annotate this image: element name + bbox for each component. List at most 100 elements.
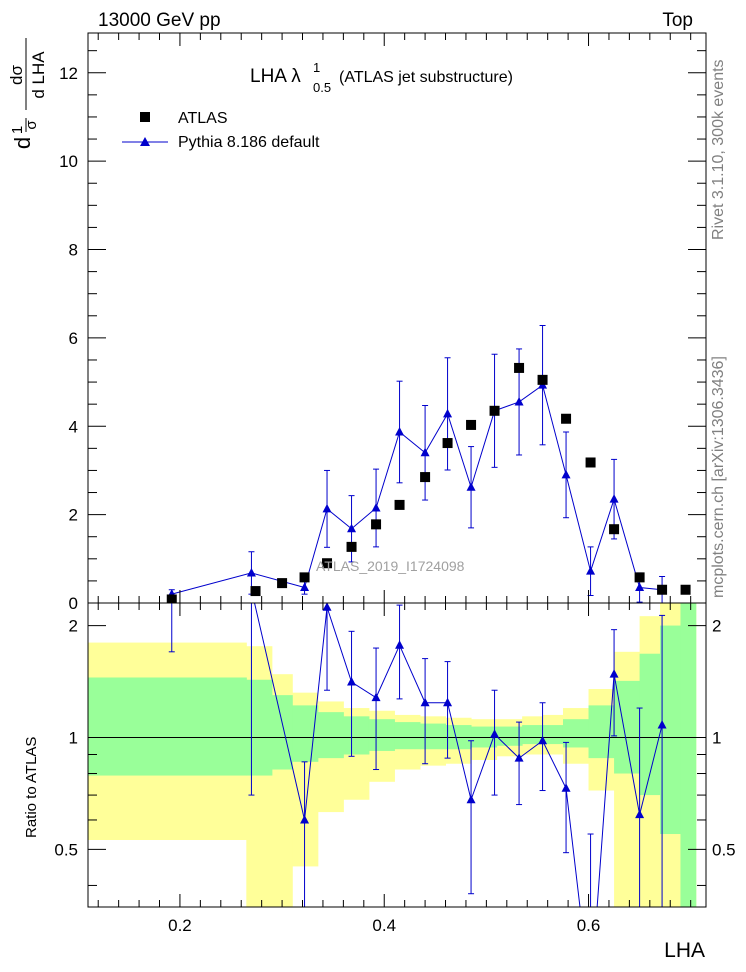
atlas-point bbox=[371, 519, 382, 530]
pythia-point bbox=[443, 408, 453, 418]
atlas-point bbox=[250, 586, 261, 597]
pythia-ratio-point bbox=[347, 677, 357, 686]
ratio-y-tick-label-left: 0.5 bbox=[54, 840, 78, 859]
pythia-ratio-point bbox=[657, 720, 667, 729]
x-tick-label: 0.2 bbox=[168, 916, 192, 935]
ratio-plot-panel: 0.2 0.4 0.6 0.5 0.5 1 1 2 2 Ratio to ATLAS bbox=[23, 602, 736, 935]
plot-title-suffix: (ATLAS jet substructure) bbox=[339, 69, 513, 86]
atlas-point bbox=[634, 572, 645, 583]
pythia-ratio-point bbox=[490, 729, 500, 738]
pythia-ratio-point bbox=[561, 783, 571, 792]
atlas-point bbox=[346, 541, 357, 552]
legend-pythia-marker bbox=[140, 137, 150, 146]
ratio-y-tick-label-right: 2 bbox=[712, 617, 721, 636]
pythia-point bbox=[561, 469, 571, 479]
uncertainty-band-1sigma bbox=[394, 722, 421, 750]
ratio-y-tick-label-left: 1 bbox=[69, 728, 78, 747]
y-tick-label: 2 bbox=[69, 506, 78, 525]
atlas-point bbox=[609, 524, 620, 535]
pythia-ratio-line bbox=[254, 603, 663, 907]
atlas-point bbox=[466, 419, 477, 430]
main-y-axis-label: 1 σ d dσ d LHA bbox=[7, 38, 48, 149]
atlas-point bbox=[537, 374, 548, 385]
atlas-point bbox=[514, 362, 525, 373]
y-tick-label: 12 bbox=[59, 64, 78, 83]
legend-pythia-label: Pythia 8.186 default bbox=[178, 134, 320, 151]
plot-title: LHA λ bbox=[250, 66, 301, 87]
uncertainty-band-1sigma bbox=[368, 719, 395, 751]
atlas-point bbox=[561, 413, 572, 424]
atlas-point bbox=[277, 578, 288, 589]
uncertainty-band-1sigma bbox=[343, 716, 370, 755]
pythia-ratio-point bbox=[635, 809, 645, 819]
pythia-ratio-point bbox=[443, 697, 453, 707]
pythia-line bbox=[171, 384, 663, 595]
pythia-ratio-point bbox=[322, 603, 332, 611]
pythia-ratio-point bbox=[466, 794, 476, 804]
atlas-point bbox=[442, 438, 453, 449]
x-axis-label: LHA bbox=[664, 939, 705, 962]
uncertainty-band-1sigma bbox=[88, 677, 247, 776]
pythia-ratio-point bbox=[420, 697, 430, 707]
atlas-point bbox=[394, 499, 405, 510]
atlas-point bbox=[420, 472, 431, 483]
process-label: Top bbox=[662, 10, 693, 31]
mcplots-label: mcplots.cern.ch [arXiv:1306.3436] bbox=[710, 356, 727, 598]
ratio-y-tick-label-right: 1 bbox=[712, 728, 721, 747]
atlas-point bbox=[322, 558, 333, 569]
pythia-point bbox=[300, 582, 310, 592]
pythia-point bbox=[246, 567, 256, 577]
legend-atlas-marker bbox=[140, 112, 150, 122]
uncertainty-band-1sigma bbox=[271, 695, 293, 770]
y-tick-label: 4 bbox=[69, 417, 78, 436]
pythia-point bbox=[322, 503, 332, 513]
x-tick-label: 0.6 bbox=[577, 916, 601, 935]
ratio-y-tick-label-left: 2 bbox=[69, 617, 78, 636]
atlas-point bbox=[489, 405, 500, 416]
pythia-point bbox=[514, 396, 524, 406]
pythia-ratio-point bbox=[538, 735, 548, 745]
ratio-y-axis-label: Ratio to ATLAS bbox=[23, 737, 40, 838]
uncertainty-band-1sigma bbox=[542, 725, 564, 745]
svg-text:dσ: dσ bbox=[7, 65, 26, 85]
pythia-point bbox=[395, 427, 405, 436]
pythia-ratio-point bbox=[514, 753, 524, 762]
pythia-ratio-point bbox=[609, 669, 619, 678]
svg-text:1: 1 bbox=[9, 126, 26, 134]
pythia-point bbox=[420, 447, 430, 457]
pythia-point bbox=[466, 482, 476, 491]
uncertainty-band-1sigma bbox=[419, 723, 447, 750]
atlas-point bbox=[166, 594, 177, 603]
y-tick-label: 8 bbox=[69, 241, 78, 260]
collision-energy-label: 13000 GeV pp bbox=[98, 10, 221, 31]
uncertainty-band-1sigma bbox=[292, 705, 319, 762]
y-tick-label: 10 bbox=[59, 152, 78, 171]
uncertainty-band-1sigma bbox=[317, 712, 344, 759]
rivet-label: Rivet 3.1.10, 300k events bbox=[710, 59, 727, 240]
legend-atlas-label: ATLAS bbox=[178, 110, 228, 127]
uncertainty-band-1sigma bbox=[588, 705, 615, 759]
uncertainty-band-1sigma bbox=[246, 679, 273, 776]
atlas-point bbox=[680, 584, 691, 595]
atlas-point bbox=[299, 572, 310, 583]
pythia-point bbox=[609, 494, 619, 503]
pythia-ratio-point bbox=[300, 814, 310, 824]
svg-text:d: d bbox=[10, 137, 35, 149]
analysis-watermark: ATLAS_2019_I1724098 bbox=[316, 558, 465, 574]
plot-title-subscript: 0.5 bbox=[313, 80, 331, 95]
y-tick-label: 0 bbox=[69, 594, 78, 613]
svg-text:d LHA: d LHA bbox=[29, 51, 48, 99]
atlas-point bbox=[585, 457, 596, 468]
uncertainty-band-1sigma bbox=[680, 603, 697, 907]
ratio-y-tick-label-right: 0.5 bbox=[712, 840, 736, 859]
plot-title-superscript: 1 bbox=[313, 60, 320, 75]
uncertainty-band-1sigma bbox=[496, 726, 523, 746]
main-plot-panel: 0 2 4 6 8 10 12 LHA λ 1 0.5 (ATLAS jet substru… bbox=[7, 32, 707, 613]
legend: ATLAS Pythia 8.186 default bbox=[122, 110, 320, 151]
atlas-point bbox=[657, 584, 668, 595]
y-tick-label: 6 bbox=[69, 329, 78, 348]
pythia-point bbox=[586, 566, 596, 575]
uncertainty-band-1sigma bbox=[522, 725, 544, 745]
x-tick-label: 0.4 bbox=[372, 916, 396, 935]
